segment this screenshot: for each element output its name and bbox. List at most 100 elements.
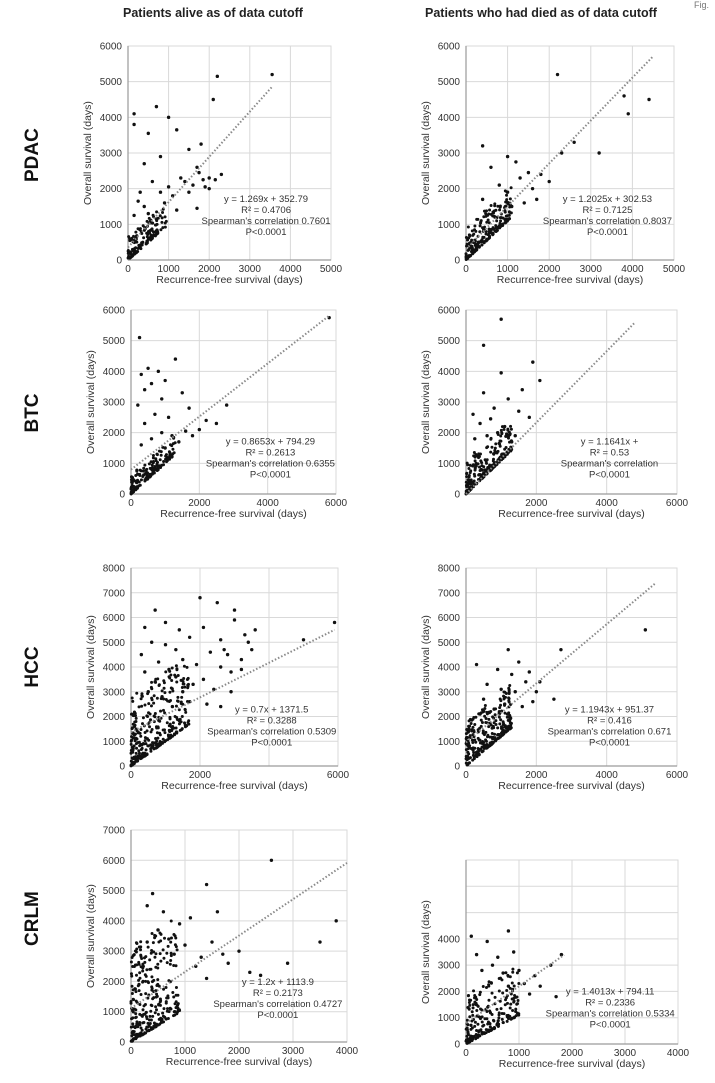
data-point — [164, 457, 168, 461]
data-point — [506, 984, 511, 988]
data-point — [143, 736, 147, 740]
data-point — [485, 458, 489, 462]
data-point — [198, 596, 202, 600]
data-point — [149, 704, 153, 708]
scatter-panel-pdac-died: 0 1000 2000 3000 4000 5000 6000 0 1000 2000 3000 40… — [420, 42, 686, 287]
data-point — [494, 442, 498, 446]
data-point — [493, 732, 497, 736]
data-point — [172, 963, 176, 967]
data-point — [148, 1022, 152, 1026]
data-point — [467, 478, 471, 482]
data-point — [175, 730, 179, 734]
data-point — [497, 715, 501, 719]
data-point — [126, 251, 130, 255]
data-point — [145, 467, 149, 471]
data-point — [520, 388, 524, 392]
data-point — [128, 239, 132, 243]
data-point — [177, 628, 181, 632]
data-point — [468, 1015, 472, 1019]
data-point — [159, 709, 163, 713]
data-point — [490, 726, 494, 730]
data-point — [269, 858, 274, 862]
data-point — [161, 910, 166, 914]
data-point — [149, 437, 154, 441]
y-tick-label: 3000 — [438, 687, 461, 698]
data-point — [494, 224, 498, 228]
data-point — [477, 465, 481, 469]
y-tick-label: 2000 — [438, 428, 461, 439]
data-point — [133, 987, 137, 991]
data-point — [485, 682, 489, 687]
data-point — [136, 199, 140, 203]
y-tick-label: 6000 — [103, 306, 126, 317]
data-point — [137, 989, 141, 993]
data-point — [139, 953, 143, 957]
data-point — [205, 702, 209, 706]
data-point — [509, 1017, 513, 1021]
data-point — [165, 996, 169, 1000]
y-tick-label: 0 — [454, 490, 460, 501]
data-point — [157, 742, 161, 746]
data-point — [547, 179, 551, 184]
data-point — [146, 131, 150, 136]
data-point — [168, 962, 172, 966]
x-tick-label: 3000 — [580, 264, 603, 275]
data-point — [518, 176, 522, 180]
data-point — [187, 699, 192, 704]
data-point — [487, 983, 491, 987]
data-point — [490, 963, 495, 967]
data-point — [135, 240, 139, 244]
data-point — [501, 1020, 505, 1024]
scatter-panel-btc-alive: 0 1000 2000 3000 4000 5000 6000 0 2000 4000 6000 Re… — [85, 306, 348, 521]
data-point — [473, 738, 477, 742]
data-point — [130, 1031, 134, 1035]
data-point — [493, 202, 497, 206]
x-tick-label: 4000 — [667, 1048, 690, 1059]
data-point — [334, 919, 338, 923]
data-point — [180, 685, 184, 689]
data-point — [467, 1000, 471, 1004]
data-point — [199, 955, 203, 959]
data-point — [137, 751, 141, 755]
data-point — [487, 998, 491, 1002]
data-point — [470, 481, 474, 485]
data-point — [156, 1012, 160, 1016]
data-point — [163, 711, 167, 715]
data-point — [499, 371, 503, 375]
data-point — [145, 968, 149, 972]
trendline — [465, 321, 636, 495]
data-point — [169, 686, 173, 690]
data-point — [506, 729, 510, 733]
data-point — [250, 647, 254, 652]
data-point — [502, 721, 506, 725]
data-point — [500, 709, 504, 713]
data-point — [501, 971, 505, 975]
data-point — [468, 1003, 472, 1007]
data-point — [148, 1014, 152, 1018]
data-point — [156, 660, 161, 664]
data-point — [497, 989, 501, 993]
data-point — [138, 757, 142, 761]
data-point — [133, 720, 137, 724]
data-point — [158, 458, 162, 462]
data-point — [132, 484, 136, 488]
data-point — [505, 432, 509, 436]
y-tick-label: 8000 — [103, 564, 126, 575]
data-point — [144, 748, 148, 752]
data-point — [152, 694, 156, 698]
x-tick-label: 4000 — [596, 770, 619, 781]
data-point — [499, 718, 503, 722]
data-point — [155, 983, 159, 987]
data-point — [474, 750, 478, 754]
data-point — [465, 471, 469, 475]
data-point — [155, 746, 159, 750]
data-point — [207, 176, 211, 180]
data-point — [150, 949, 154, 953]
data-point — [144, 742, 148, 746]
data-point — [221, 952, 225, 956]
y-tick-label: 2000 — [100, 184, 123, 195]
data-point — [527, 992, 532, 996]
data-point — [472, 989, 476, 993]
x-axis-title: Recurrence-free survival (days) — [161, 780, 307, 792]
data-point — [134, 246, 138, 250]
